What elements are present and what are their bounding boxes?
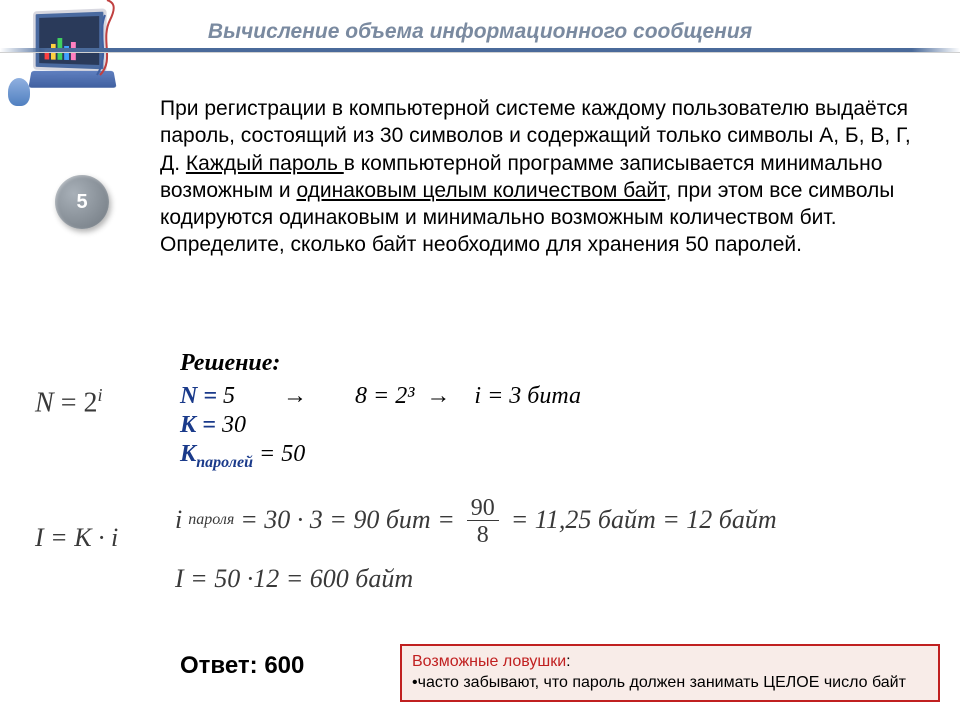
formula-i-ki: I = K · i — [35, 523, 118, 553]
eq1-fraction: 90 8 — [465, 496, 501, 547]
sol2-val: 30 — [216, 412, 246, 438]
equation-1: iпароля = 30 · 3 = 90 бит = 90 8 = 11,25… — [175, 494, 777, 545]
sol1-val: 5 — [217, 383, 235, 409]
mouse-icon — [8, 78, 30, 106]
solution-line-1: N = 5 → 8 = 2³ → i = 3 бита — [180, 383, 930, 410]
formula-eq2: = 2 — [54, 387, 98, 418]
sol2-var: К = — [180, 412, 216, 438]
formula-n-2i: N = 2i — [35, 385, 103, 419]
answer: Ответ: 600 — [180, 652, 304, 680]
problem-number-badge: 5 — [55, 175, 109, 229]
problem-u2: одинаковым целым количеством байт — [296, 179, 665, 202]
sol1-var: N = — [180, 383, 217, 409]
solution-title: Решение: — [180, 350, 930, 377]
answer-value: 600 — [264, 652, 304, 679]
title-bar: Вычисление объема информационного сообще… — [0, 20, 960, 53]
eq1-num: 90 — [465, 496, 501, 520]
problem-text: При регистрации в компьютерной системе к… — [160, 95, 930, 259]
solution-line-3: Кпаролей = 50 — [180, 441, 930, 472]
sol3-sub: паролей — [196, 454, 253, 471]
problem-u1: Каждый пароль — [186, 152, 344, 175]
title-underline — [0, 48, 960, 53]
eq1-b: = 11,25 байт = 12 байт — [511, 505, 777, 535]
trap-box: Возможные ловушки: •часто забывают, что … — [400, 644, 940, 702]
sol3-rest: = 50 — [253, 441, 305, 467]
slide: Вычисление объема информационного сообще… — [0, 0, 960, 720]
formula-N: N — [35, 387, 54, 418]
trap-title: Возможные ловушки — [412, 653, 566, 670]
eq1-a: = 30 · 3 = 90 бит = — [240, 505, 455, 535]
sol3-var: К — [180, 441, 196, 467]
eq1-den: 8 — [467, 520, 499, 547]
solution-block: Решение: N = 5 → 8 = 2³ → i = 3 бита К =… — [180, 350, 930, 474]
eq1-sub: пароля — [188, 511, 234, 529]
equation-2: I = 50 ·12 = 600 байт — [175, 564, 413, 594]
eq1-left: i — [175, 505, 182, 535]
slide-title: Вычисление объема информационного сообще… — [0, 20, 960, 44]
sol1-rest: → 8 = 2³ → i = 3 бита — [235, 383, 581, 409]
trap-bullet: •часто забывают, что пароль должен заним… — [412, 674, 906, 691]
formula-i-exp: i — [97, 385, 102, 405]
answer-label: Ответ: — [180, 652, 264, 679]
solution-line-2: К = 30 — [180, 412, 930, 439]
